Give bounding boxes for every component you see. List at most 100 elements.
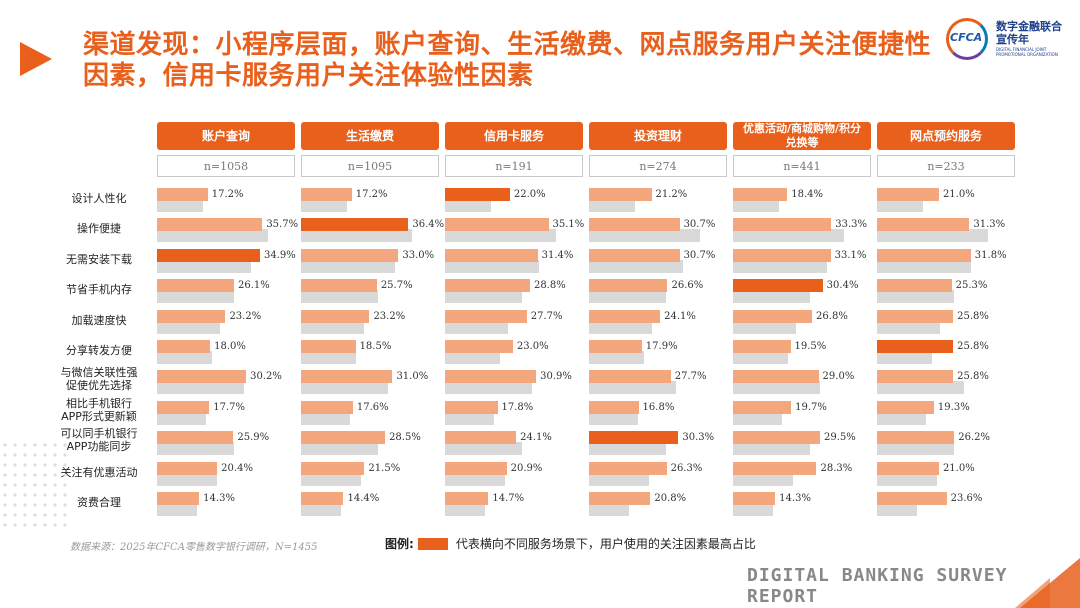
decorative-dots xyxy=(0,440,70,530)
data-label: 23.6% xyxy=(950,493,983,504)
data-label: 17.8% xyxy=(501,401,534,413)
data-label: 26.3% xyxy=(670,462,703,474)
data-label: 21.5% xyxy=(368,462,401,474)
series-header-5: 网点预约服务 xyxy=(877,122,1015,150)
category-label-line: 分享转发方便 xyxy=(66,344,132,357)
data-label: 20.9% xyxy=(510,462,543,474)
logo-ring-icon xyxy=(946,18,988,60)
bar xyxy=(589,431,679,445)
bar xyxy=(445,218,549,232)
reference-bar xyxy=(301,320,365,334)
reference-bar xyxy=(445,442,522,456)
bar xyxy=(301,492,344,505)
reference-bar xyxy=(445,199,491,212)
data-label: 26.8% xyxy=(816,310,848,322)
bar xyxy=(157,309,226,323)
data-label: 23.0% xyxy=(516,341,549,352)
data-label: 23.2% xyxy=(373,310,406,322)
category-label-line: 可以同手机银行 xyxy=(60,427,138,441)
category-label-line: 操作便捷 xyxy=(77,222,121,236)
reference-bar xyxy=(733,229,844,243)
reference-bar xyxy=(589,259,684,273)
category-label: 关注有优惠活动 xyxy=(40,466,158,479)
reference-bar xyxy=(301,229,412,243)
data-label: 34.9% xyxy=(263,249,296,261)
bar xyxy=(157,279,234,293)
category-label-line: 节省手机内存 xyxy=(66,283,132,297)
bar xyxy=(589,340,642,353)
bar xyxy=(157,492,200,505)
category-label: 节省手机内存 xyxy=(40,283,158,296)
reference-bar xyxy=(877,320,941,334)
series-sample-size-2: n=191 xyxy=(445,155,583,177)
bar xyxy=(589,370,671,384)
data-label: 33.0% xyxy=(402,249,435,261)
reference-bar xyxy=(589,381,677,395)
data-label: 28.8% xyxy=(533,280,566,292)
bar xyxy=(445,370,537,384)
data-label: 30.4% xyxy=(826,280,859,292)
series-header-0: 账户查询 xyxy=(157,122,295,150)
bar xyxy=(157,248,260,262)
data-label: 35.7% xyxy=(266,219,299,231)
reference-bar xyxy=(157,229,268,243)
data-label: 19.5% xyxy=(794,341,827,352)
data-label: 31.4% xyxy=(541,249,574,261)
data-label: 24.1% xyxy=(520,432,552,444)
bar xyxy=(877,279,952,293)
category-label: 可以同手机银行 APP功能同步 xyxy=(40,427,158,453)
bar xyxy=(733,309,813,323)
category-label-line: 与微信关联性强 xyxy=(60,366,138,380)
bar xyxy=(733,340,791,353)
bar xyxy=(301,461,365,475)
reference-bar xyxy=(733,259,828,273)
bar xyxy=(589,218,680,232)
bar xyxy=(157,431,234,445)
reference-bar xyxy=(445,290,522,304)
data-label: 31.8% xyxy=(974,249,1007,261)
reference-bar xyxy=(877,472,938,486)
series-sample-size-4: n=441 xyxy=(733,155,871,177)
reference-bar xyxy=(733,472,794,486)
bar xyxy=(733,279,823,293)
bar xyxy=(157,400,210,414)
data-label: 18.4% xyxy=(791,189,824,200)
reference-bar xyxy=(733,503,773,516)
category-label: 加载速度快 xyxy=(40,314,158,327)
reference-bar xyxy=(733,320,797,334)
series-header-4: 优惠活动/商城购物/积分兑换等 xyxy=(733,122,871,150)
data-label: 25.8% xyxy=(957,310,989,322)
data-label: 21.0% xyxy=(942,462,975,474)
legend-text: 代表横向不同服务场景下，用户使用的关注因素最高占比 xyxy=(455,537,756,551)
category-label: 与微信关联性强 促使优先选择 xyxy=(40,366,158,392)
logo-mark: CFCA xyxy=(950,31,983,44)
bar xyxy=(733,400,792,414)
data-label: 23.2% xyxy=(229,310,262,322)
category-label-line: 促使优先选择 xyxy=(66,379,132,393)
reference-bar xyxy=(157,472,218,486)
bar xyxy=(157,340,211,353)
data-label: 25.9% xyxy=(237,432,270,444)
reference-bar xyxy=(589,442,666,456)
bar xyxy=(301,218,409,232)
data-label: 20.4% xyxy=(221,462,253,474)
series-header-3: 投资理财 xyxy=(589,122,727,150)
series-header-2: 信用卡服务 xyxy=(445,122,583,150)
data-label: 29.0% xyxy=(822,371,855,383)
bar xyxy=(877,370,954,384)
data-label: 25.8% xyxy=(957,371,989,383)
category-label-line: 关注有优惠活动 xyxy=(60,465,138,479)
data-label: 22.0% xyxy=(513,189,546,200)
bar xyxy=(877,340,954,353)
corner-decoration-main xyxy=(1020,558,1080,608)
data-label: 29.5% xyxy=(824,432,856,444)
reference-bar xyxy=(733,351,788,364)
reference-bar xyxy=(157,411,206,425)
data-label: 17.7% xyxy=(213,401,245,413)
bar xyxy=(589,461,667,475)
reference-bar xyxy=(157,351,212,364)
data-label: 17.2% xyxy=(355,189,388,200)
reference-bar xyxy=(301,472,362,486)
data-label: 26.1% xyxy=(237,280,270,292)
data-label: 19.7% xyxy=(795,401,827,413)
